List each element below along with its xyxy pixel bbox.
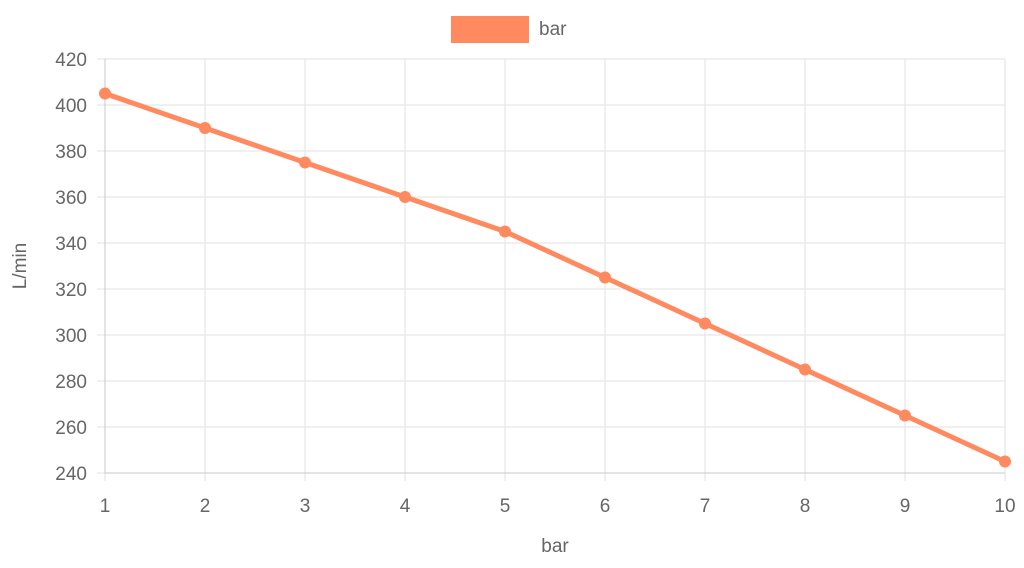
x-tick-label: 1 (100, 496, 111, 517)
data-point[interactable] (499, 225, 511, 238)
data-point[interactable] (299, 156, 311, 169)
data-point[interactable] (699, 317, 711, 330)
data-point[interactable] (399, 191, 411, 203)
y-tick-label: 400 (55, 96, 87, 117)
y-tick-label: 380 (55, 142, 87, 163)
x-tick-labels: 1 2 3 4 5 6 7 8 9 10 (100, 496, 1016, 517)
data-point[interactable] (999, 455, 1011, 468)
y-tick-label: 300 (55, 326, 87, 347)
y-tick-label: 320 (55, 280, 87, 301)
x-tick-label: 3 (300, 496, 311, 517)
y-tick-label: 240 (55, 464, 87, 485)
legend-swatch[interactable] (451, 16, 529, 43)
data-point[interactable] (199, 122, 211, 134)
grid-lines (97, 58, 1006, 481)
y-tick-label: 420 (55, 50, 87, 71)
axes (104, 59, 1005, 474)
legend[interactable]: bar (451, 16, 567, 43)
x-tick-label: 7 (700, 496, 711, 517)
x-axis-title: bar (541, 536, 569, 557)
series-line (102, 91, 1008, 464)
x-tick-label: 9 (900, 496, 911, 517)
y-tick-label: 260 (55, 418, 87, 439)
y-tick-labels: 240 260 280 300 320 340 360 380 400 420 (55, 50, 87, 485)
y-tick-label: 360 (55, 188, 87, 209)
data-point[interactable] (99, 87, 111, 100)
y-axis-title: L/min (10, 243, 31, 289)
x-tick-label: 8 (800, 496, 811, 517)
x-tick-label: 6 (600, 496, 611, 517)
x-tick-label: 2 (200, 496, 211, 517)
x-tick-label: 10 (994, 496, 1015, 517)
data-point[interactable] (799, 363, 811, 376)
data-point[interactable] (899, 409, 911, 422)
x-tick-label: 4 (400, 496, 411, 517)
legend-label[interactable]: bar (539, 19, 567, 40)
y-tick-label: 340 (55, 234, 87, 255)
x-tick-label: 5 (500, 496, 511, 517)
data-point[interactable] (599, 271, 611, 284)
y-tick-label: 280 (55, 372, 87, 393)
series (99, 87, 1011, 468)
